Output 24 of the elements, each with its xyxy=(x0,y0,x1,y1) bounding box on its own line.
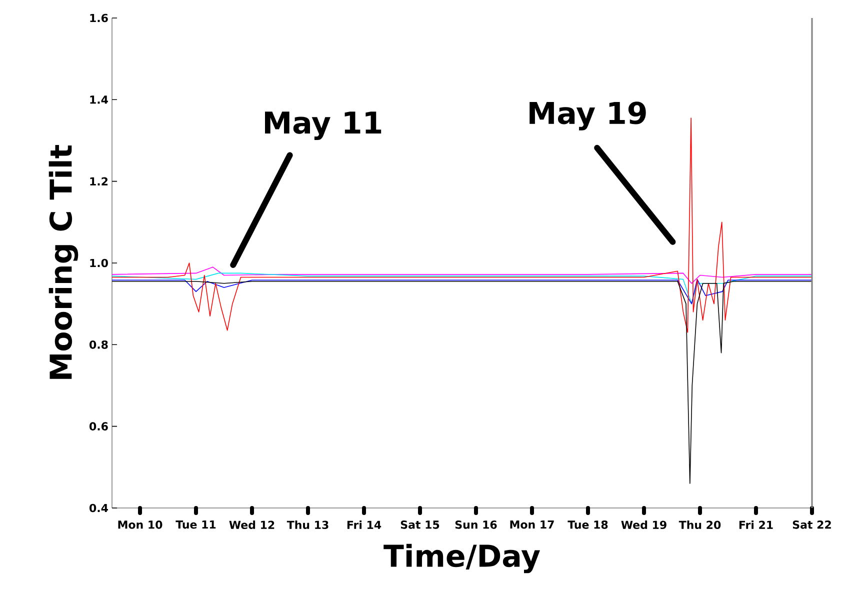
x-tick-label: Sat 15 xyxy=(400,520,440,529)
x-tick-label: Tue 18 xyxy=(568,520,608,529)
x-tick-label: Wed 19 xyxy=(621,520,666,530)
x-tick-label: Sun 16 xyxy=(455,520,497,529)
annotation: May 19 xyxy=(530,102,646,130)
y-tick-label: 1.4 xyxy=(90,96,108,104)
y-tick-label: 1.6 xyxy=(90,14,108,22)
y-tick-label: 0.4 xyxy=(90,504,108,512)
x-tick-label: Tue 11 xyxy=(176,520,216,529)
x-tick-label: Mon 10 xyxy=(118,520,162,529)
x-tick-label: Thu 20 xyxy=(678,520,721,530)
y-tick-label: 1.2 xyxy=(90,177,108,186)
x-axis-title: Time/Day xyxy=(384,544,540,574)
y-axis-title: Mooring C Tilt xyxy=(48,145,78,379)
y-tick-label: 0.8 xyxy=(90,340,108,349)
x-tick-label: Wed 12 xyxy=(229,520,274,530)
x-tick-label: Sat 22 xyxy=(792,520,831,529)
x-tick-label: Thu 13 xyxy=(286,520,328,530)
x-tick-label: Mon 17 xyxy=(510,520,554,529)
x-tick-label: Fri 21 xyxy=(739,520,773,529)
y-tick-label: 1.0 xyxy=(90,258,108,268)
y-tick-label: 0.6 xyxy=(90,422,108,430)
annotation: May 11 xyxy=(265,112,382,140)
x-tick-label: Fri 14 xyxy=(347,520,382,529)
